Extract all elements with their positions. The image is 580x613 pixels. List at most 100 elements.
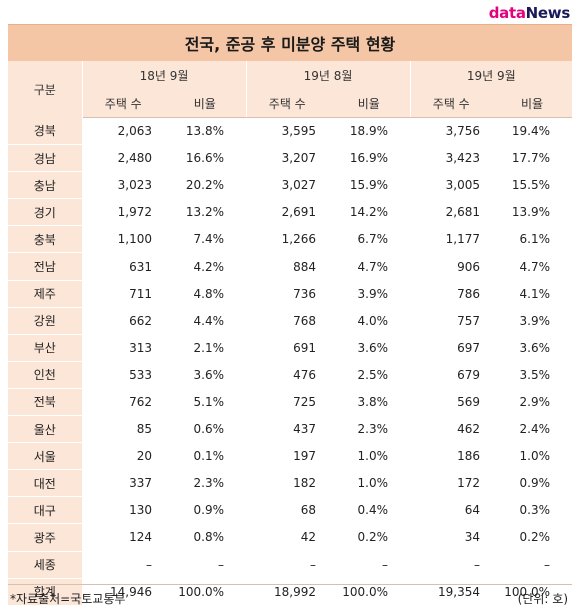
subheader-ratio: 비율: [164, 89, 247, 118]
ratio-cell: 6.1%: [492, 225, 572, 254]
table-row: 전북 762 5.1% 725 3.8% 569 2.9%: [8, 388, 572, 417]
table-row: 충북 1,100 7.4% 1,266 6.7% 1,177 6.1%: [8, 225, 572, 254]
region-cell: 부산: [8, 334, 83, 362]
count-cell: 679: [410, 361, 492, 389]
count-cell: 906: [410, 252, 492, 281]
logo-part-news: News: [525, 4, 571, 22]
region-cell: 대구: [8, 496, 83, 525]
count-cell: 20: [82, 442, 164, 471]
ratio-cell: 15.5%: [492, 171, 572, 200]
ratio-cell: –: [164, 551, 246, 579]
count-cell: 2,691: [246, 198, 328, 227]
count-cell: 476: [246, 361, 328, 389]
region-cell: 울산: [8, 415, 83, 444]
count-cell: 725: [246, 388, 328, 417]
ratio-cell: 3.6%: [328, 334, 410, 362]
region-cell: 경북: [8, 117, 83, 146]
count-cell: –: [82, 551, 164, 579]
count-cell: 3,005: [410, 171, 492, 200]
table-row: 대전 337 2.3% 182 1.0% 172 0.9%: [8, 469, 572, 498]
ratio-cell: 0.2%: [328, 523, 410, 552]
table-row: 부산 313 2.1% 691 3.6% 697 3.6%: [8, 334, 572, 362]
table-row: 제주 711 4.8% 736 3.9% 786 4.1%: [8, 280, 572, 308]
ratio-cell: 100.0%: [492, 577, 572, 606]
count-cell: –: [410, 551, 492, 579]
ratio-cell: 17.7%: [492, 144, 572, 173]
count-cell: 768: [246, 307, 328, 335]
count-cell: 3,023: [82, 171, 164, 200]
region-cell: 광주: [8, 523, 83, 552]
ratio-cell: 7.4%: [164, 225, 246, 254]
ratio-cell: 2.4%: [492, 415, 572, 444]
ratio-cell: 3.6%: [164, 361, 246, 389]
ratio-cell: 18.9%: [328, 117, 410, 146]
ratio-cell: 5.1%: [164, 388, 246, 417]
region-cell: 합계: [8, 577, 83, 606]
datanews-logo: dataNews: [489, 4, 571, 22]
count-cell: 197: [246, 442, 328, 471]
region-cell: 제주: [8, 280, 83, 308]
count-cell: 736: [246, 280, 328, 308]
table-row: 합계 14,946 100.0% 18,992 100.0% 19,354 100.0%: [8, 577, 572, 606]
ratio-cell: 13.2%: [164, 198, 246, 227]
table-row: 강원 662 4.4% 768 4.0% 757 3.9%: [8, 307, 572, 335]
region-cell: 충북: [8, 225, 83, 254]
count-cell: 786: [410, 280, 492, 308]
count-cell: 691: [246, 334, 328, 362]
count-cell: –: [246, 551, 328, 579]
table-bottom-rule: [8, 584, 572, 585]
ratio-cell: 0.2%: [492, 523, 572, 552]
count-cell: 42: [246, 523, 328, 552]
count-cell: 34: [410, 523, 492, 552]
region-cell: 경기: [8, 198, 83, 227]
table-row: 경북 2,063 13.8% 3,595 18.9% 3,756 19.4%: [8, 117, 572, 146]
ratio-cell: 14.2%: [328, 198, 410, 227]
region-cell: 전남: [8, 252, 83, 281]
ratio-cell: 13.9%: [492, 198, 572, 227]
ratio-cell: 6.7%: [328, 225, 410, 254]
count-cell: 313: [82, 334, 164, 362]
count-cell: 3,207: [246, 144, 328, 173]
count-cell: 14,946: [82, 577, 164, 606]
ratio-cell: 15.9%: [328, 171, 410, 200]
count-cell: 130: [82, 496, 164, 525]
table-row: 충남 3,023 20.2% 3,027 15.9% 3,005 15.5%: [8, 171, 572, 200]
region-cell: 인천: [8, 361, 83, 389]
ratio-cell: 3.9%: [328, 280, 410, 308]
ratio-cell: 1.0%: [328, 442, 410, 471]
ratio-cell: 20.2%: [164, 171, 246, 200]
count-cell: 19,354: [410, 577, 492, 606]
ratio-cell: 16.9%: [328, 144, 410, 173]
table-title: 전국, 준공 후 미분양 주택 현황: [8, 24, 572, 61]
header-group-3: 19년 9월: [410, 61, 572, 89]
region-cell: 충남: [8, 171, 83, 200]
ratio-cell: 19.4%: [492, 117, 572, 146]
ratio-cell: –: [328, 551, 410, 579]
ratio-cell: 4.7%: [492, 252, 572, 281]
ratio-cell: 4.2%: [164, 252, 246, 281]
ratio-cell: 13.8%: [164, 117, 246, 146]
count-cell: 18,992: [246, 577, 328, 606]
count-cell: 437: [246, 415, 328, 444]
header-group-2: 19년 8월: [246, 61, 411, 89]
region-cell: 경남: [8, 144, 83, 173]
subheader-ratio: 비율: [492, 89, 572, 118]
count-cell: 3,027: [246, 171, 328, 200]
count-cell: 697: [410, 334, 492, 362]
count-cell: 533: [82, 361, 164, 389]
table-row: 대구 130 0.9% 68 0.4% 64 0.3%: [8, 496, 572, 525]
count-cell: 884: [246, 252, 328, 281]
subheader-count: 주택 수: [410, 89, 492, 118]
count-cell: 1,972: [82, 198, 164, 227]
ratio-cell: 2.5%: [328, 361, 410, 389]
ratio-cell: 1.0%: [492, 442, 572, 471]
unit-note: (단위: 호): [517, 592, 568, 606]
table-row: 세종 – – – – – –: [8, 551, 572, 579]
ratio-cell: 0.6%: [164, 415, 246, 444]
count-cell: 64: [410, 496, 492, 525]
region-cell: 세종: [8, 551, 83, 579]
ratio-cell: 4.7%: [328, 252, 410, 281]
subheader-count: 주택 수: [246, 89, 328, 118]
count-cell: 762: [82, 388, 164, 417]
table-row: 경기 1,972 13.2% 2,691 14.2% 2,681 13.9%: [8, 198, 572, 227]
